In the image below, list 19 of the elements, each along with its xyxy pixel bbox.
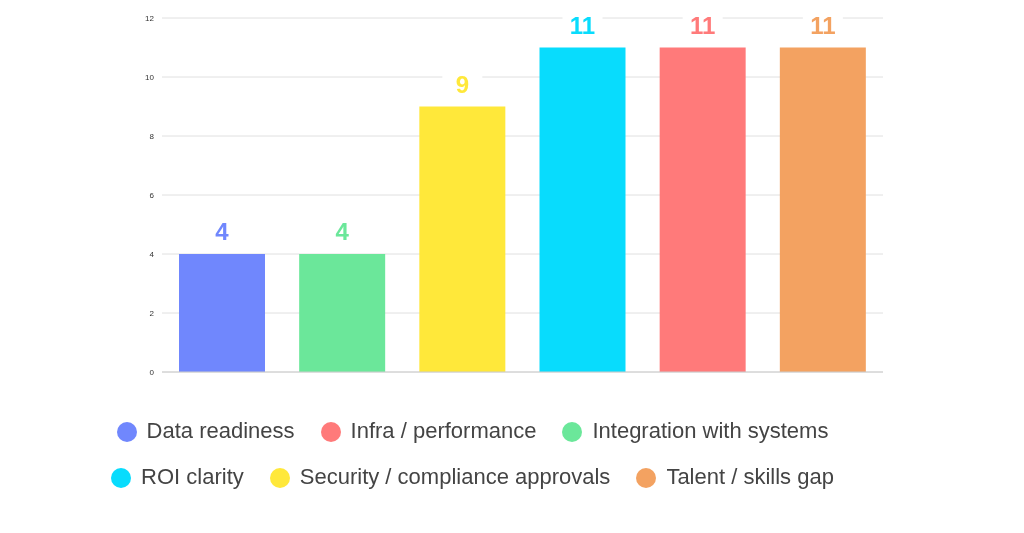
data-label: 9 bbox=[455, 70, 470, 98]
y-tick-label: 12 bbox=[145, 13, 155, 23]
y-tick-label: 8 bbox=[149, 131, 155, 141]
legend-label: Talent / skills gap bbox=[666, 464, 834, 489]
y-tick-label: 2 bbox=[149, 308, 155, 318]
legend-label: Infra / performance bbox=[350, 418, 537, 443]
data-label: 4 bbox=[215, 218, 230, 245]
legend-label: Data readiness bbox=[146, 418, 295, 443]
y-tick-label: 10 bbox=[145, 72, 155, 82]
legend-label: Integration with systems bbox=[592, 418, 829, 443]
data-label: 11 bbox=[810, 11, 836, 39]
data-label: 11 bbox=[689, 11, 716, 39]
y-tick-label: 6 bbox=[149, 190, 155, 200]
data-label: 4 bbox=[335, 218, 350, 245]
legend-label: Security / compliance approvals bbox=[299, 464, 611, 489]
y-tick-label: 0 bbox=[149, 367, 155, 377]
legend-label: ROI clarity bbox=[141, 464, 244, 489]
data-label: 11 bbox=[569, 11, 596, 39]
y-tick-label: 4 bbox=[149, 249, 155, 259]
